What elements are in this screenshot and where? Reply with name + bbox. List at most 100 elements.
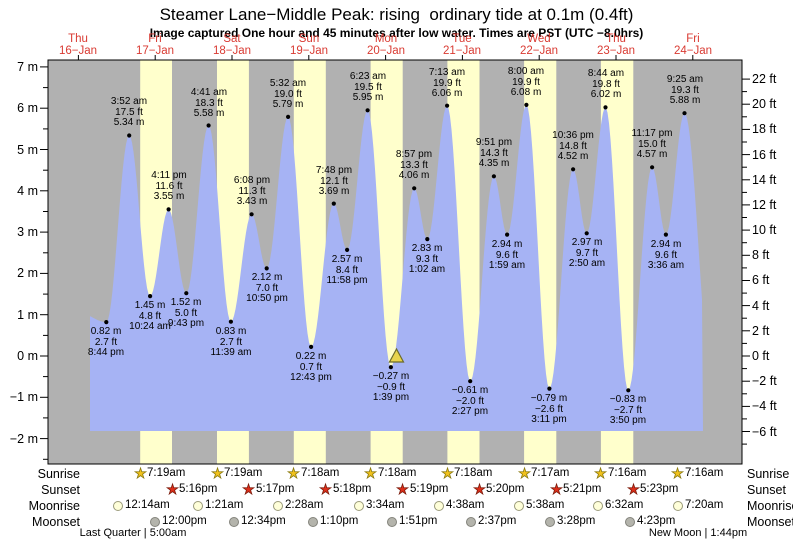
sunset-icon: ★ <box>627 481 640 497</box>
moonset-time: 1:51pm <box>399 515 438 527</box>
moonrise-icon <box>514 501 524 511</box>
tide-extreme-line: 2.94 m <box>491 239 523 250</box>
day-date: 16−Jan <box>58 45 98 57</box>
tide-extreme-line: −2.0 ft <box>455 395 485 407</box>
tide-extreme-line: 11.6 ft <box>155 180 183 192</box>
day-label: Sun 19−Jan <box>275 33 343 57</box>
y-right-tick-label: 4 ft <box>752 299 770 313</box>
tide-extreme-line: 11:39 am <box>210 347 252 358</box>
tide-point-low <box>309 344 314 349</box>
day-date: 20−Jan <box>366 45 406 57</box>
tide-extreme-label-low: 2.94 m 9.6 ft 3:36 am <box>633 239 699 272</box>
moonrise-icon <box>593 501 603 511</box>
tide-extreme-label-low: 2.83 m 9.3 ft 1:02 am <box>394 243 460 276</box>
tide-extreme-line: 4:41 am <box>190 87 228 98</box>
y-left-tick-label: −1 m <box>9 390 38 404</box>
y-left-tick-label: −2 m <box>9 432 38 446</box>
tide-extreme-line: 0.7 ft <box>299 361 323 373</box>
tide-point-low <box>264 266 269 271</box>
moonset-icon <box>466 517 476 527</box>
sunset-time: 5:21pm <box>563 483 602 495</box>
tide-point-high <box>127 133 132 138</box>
tide-extreme-label-high: 6:08 pm 11.3 ft 3.43 m <box>219 175 285 208</box>
sunrise-time: 7:19am <box>224 467 263 479</box>
tide-extreme-label-high: 10:36 pm 14.8 ft 4.52 m <box>540 130 606 163</box>
tide-extreme-label-low: 1.52 m 5.0 ft 9:43 pm <box>153 297 219 330</box>
moonset-time: 12:00pm <box>162 515 207 527</box>
y-left-tick-label: 5 m <box>17 143 38 157</box>
tide-extreme-line: 18.3 ft <box>195 97 223 109</box>
moonset-icon <box>308 517 318 527</box>
tide-extreme-label-low: 1.45 m 4.8 ft 10:24 am <box>117 300 183 333</box>
tide-extreme-label-high: 7:48 pm 12.1 ft 3.69 m <box>301 165 367 198</box>
moonset-icon <box>229 517 239 527</box>
y-right-tick-label: 8 ft <box>752 248 770 262</box>
tide-extreme-label-high: 9:25 am 19.3 ft 5.88 m <box>652 74 718 107</box>
chart-subtitle: Image captured One hour and 45 minutes a… <box>149 26 644 40</box>
tide-extreme-line: 5.34 m <box>113 117 145 128</box>
tide-extreme-line: 7.0 ft <box>255 282 279 294</box>
tide-extreme-line: 1.52 m <box>170 297 202 308</box>
plot-frame <box>47 59 743 465</box>
tide-extreme-line: 19.9 ft <box>512 76 540 88</box>
y-left-tick-label: 6 m <box>17 101 38 115</box>
tide-extreme-label-high: 4:11 pm 11.6 ft 3.55 m <box>136 170 202 203</box>
moonrise-time: 12:14am <box>125 499 170 511</box>
moonset-icon <box>387 517 397 527</box>
tide-extreme-label-low: −0.27 m −0.9 ft 1:39 pm <box>358 371 424 404</box>
y-right-tick-label: 22 ft <box>752 72 777 86</box>
tide-extreme-line: 5.88 m <box>669 95 701 106</box>
tide-extreme-line: 9.6 ft <box>495 249 519 261</box>
day-name: Thu <box>68 33 88 45</box>
tide-point-high <box>331 201 336 206</box>
sunrise-icon: ★ <box>518 465 531 481</box>
tide-point-low <box>345 247 350 252</box>
tide-extreme-line: 5.79 m <box>272 99 304 110</box>
y-left-tick-label: 0 m <box>17 349 38 363</box>
tide-extreme-line: 0.83 m <box>215 326 247 337</box>
moonrise-time: 4:38am <box>446 499 485 511</box>
tide-extreme-line: 6.02 m <box>590 89 622 100</box>
tide-extreme-line: 13.3 ft <box>400 159 428 171</box>
tide-extreme-line: 3.43 m <box>236 196 268 207</box>
tide-extreme-line: 0.82 m <box>90 326 122 337</box>
tide-extreme-line: 8:00 am <box>507 66 545 77</box>
tide-point-high <box>650 165 655 170</box>
day-date: 23−Jan <box>596 45 636 57</box>
sunrise-row-label-right: Sunrise <box>747 467 790 481</box>
tide-point-high <box>524 102 529 107</box>
tide-extreme-line: 11.3 ft <box>238 185 266 197</box>
tide-point-high <box>682 111 687 116</box>
moonrise-icon <box>434 501 444 511</box>
sunrise-time: 7:18am <box>454 467 493 479</box>
tide-point-high <box>249 212 254 217</box>
day-name: Thu <box>606 33 626 45</box>
sunset-time: 5:18pm <box>333 483 372 495</box>
tide-extreme-line: 14.3 ft <box>480 147 508 159</box>
tide-extreme-line: 3.69 m <box>318 186 350 197</box>
y-right-tick-label: −6 ft <box>752 425 777 439</box>
sunset-icon: ★ <box>473 481 486 497</box>
tide-extreme-line: 0.22 m <box>295 351 327 362</box>
moonrise-time: 2:28am <box>285 499 324 511</box>
tide-extreme-line: 1:59 am <box>488 260 526 271</box>
sunrise-time: 7:18am <box>378 467 417 479</box>
sunset-icon: ★ <box>242 481 255 497</box>
tide-extreme-line: 19.9 ft <box>433 77 461 89</box>
moonset-row-label-right: Moonset <box>747 515 793 529</box>
tide-extreme-line: 4.06 m <box>398 170 430 181</box>
tide-extreme-line: −0.61 m <box>451 385 489 396</box>
sunset-time: 5:20pm <box>486 483 525 495</box>
sunrise-icon: ★ <box>211 465 224 481</box>
tide-extreme-line: 2.7 ft <box>94 336 118 348</box>
tide-extreme-label-low: −0.61 m −2.0 ft 2:27 pm <box>437 385 503 418</box>
moonset-icon <box>545 517 555 527</box>
moonrise-row-label-right: Moonrise <box>747 499 793 513</box>
tide-extreme-line: 4.57 m <box>636 149 668 160</box>
tide-extreme-line: 6.08 m <box>510 87 542 98</box>
sunrise-time: 7:19am <box>147 467 186 479</box>
day-date: 22−Jan <box>519 45 559 57</box>
y-right-tick-label: −2 ft <box>752 374 777 388</box>
day-date: 19−Jan <box>289 45 329 57</box>
sunrise-icon: ★ <box>287 465 300 481</box>
